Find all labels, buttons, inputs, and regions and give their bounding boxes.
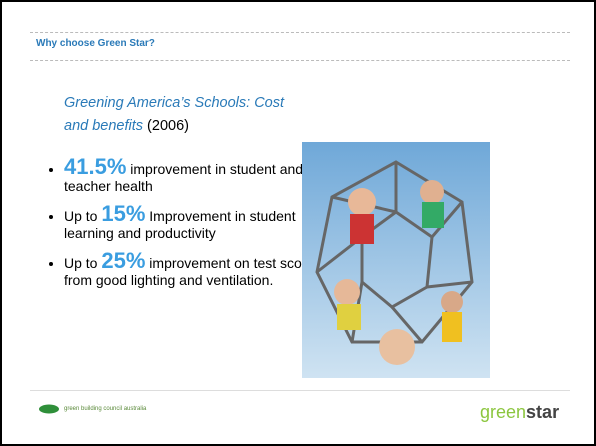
bullet: 41.5% improvement in student and teacher… bbox=[64, 158, 324, 195]
bullet: Up to 15% Improvement in student learnin… bbox=[64, 205, 324, 242]
bullet: Up to 25% improvement on test scores fro… bbox=[64, 252, 324, 289]
right-logo: greenstar bbox=[480, 402, 559, 423]
logo-text: star bbox=[526, 402, 559, 422]
logo-text: green building council australia bbox=[64, 406, 146, 412]
page: Why choose Green Star? Greening America’… bbox=[0, 0, 596, 446]
photo bbox=[302, 142, 490, 378]
slide: Why choose Green Star? Greening America’… bbox=[0, 0, 596, 446]
footer-line bbox=[30, 390, 570, 391]
source-year: (2006) bbox=[147, 118, 189, 134]
source: Greening America’s Schools: Cost and ben… bbox=[64, 92, 284, 138]
bullet-list: 41.5% improvement in student and teacher… bbox=[42, 158, 324, 299]
left-logo: green building council australia bbox=[38, 404, 146, 414]
logo-text: green bbox=[480, 402, 526, 422]
slide-title: Why choose Green Star? bbox=[36, 38, 155, 49]
figure: 15% bbox=[101, 201, 145, 226]
bullet-prefix: Up to bbox=[64, 208, 97, 224]
bullet-text: Improvement in student learning and prod… bbox=[64, 208, 296, 241]
bullet-prefix: Up to bbox=[64, 255, 97, 271]
divider bbox=[30, 32, 570, 33]
figure: 25% bbox=[101, 248, 145, 273]
logo-mark bbox=[38, 404, 60, 414]
divider bbox=[30, 60, 570, 61]
figure: 41.5% bbox=[64, 154, 126, 179]
